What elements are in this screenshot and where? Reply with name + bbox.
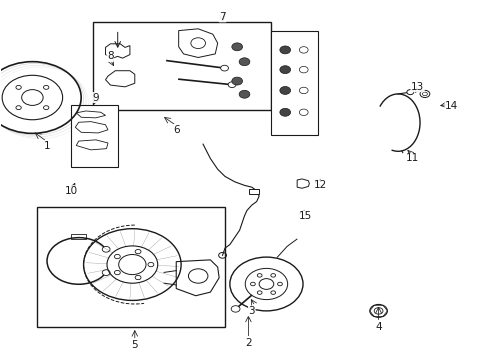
Text: 5: 5 xyxy=(131,340,138,350)
Bar xyxy=(71,234,86,239)
Text: 10: 10 xyxy=(65,186,78,196)
Circle shape xyxy=(279,46,290,54)
Circle shape xyxy=(279,66,290,73)
Text: 11: 11 xyxy=(405,153,419,163)
Circle shape xyxy=(102,270,110,275)
Text: 12: 12 xyxy=(313,180,326,190)
Text: 13: 13 xyxy=(410,82,424,92)
Text: 2: 2 xyxy=(244,338,251,348)
Bar xyxy=(271,31,317,135)
Text: 14: 14 xyxy=(444,102,457,112)
Circle shape xyxy=(239,90,249,98)
Circle shape xyxy=(231,77,242,85)
Circle shape xyxy=(279,108,290,116)
Text: 4: 4 xyxy=(374,322,381,332)
Bar xyxy=(93,22,271,110)
Bar xyxy=(71,105,118,167)
Circle shape xyxy=(406,90,413,95)
Circle shape xyxy=(220,65,228,71)
Circle shape xyxy=(102,247,110,252)
Bar xyxy=(248,189,258,194)
Text: 6: 6 xyxy=(173,125,179,135)
Circle shape xyxy=(228,82,236,87)
Text: 7: 7 xyxy=(219,12,225,22)
Circle shape xyxy=(239,58,249,66)
Text: 9: 9 xyxy=(92,93,99,103)
Text: 3: 3 xyxy=(248,306,255,316)
Text: 8: 8 xyxy=(107,51,114,61)
Text: 1: 1 xyxy=(43,141,50,151)
Circle shape xyxy=(279,86,290,94)
Circle shape xyxy=(231,306,240,312)
Text: 15: 15 xyxy=(298,211,311,221)
Circle shape xyxy=(231,43,242,51)
Bar xyxy=(37,207,224,327)
